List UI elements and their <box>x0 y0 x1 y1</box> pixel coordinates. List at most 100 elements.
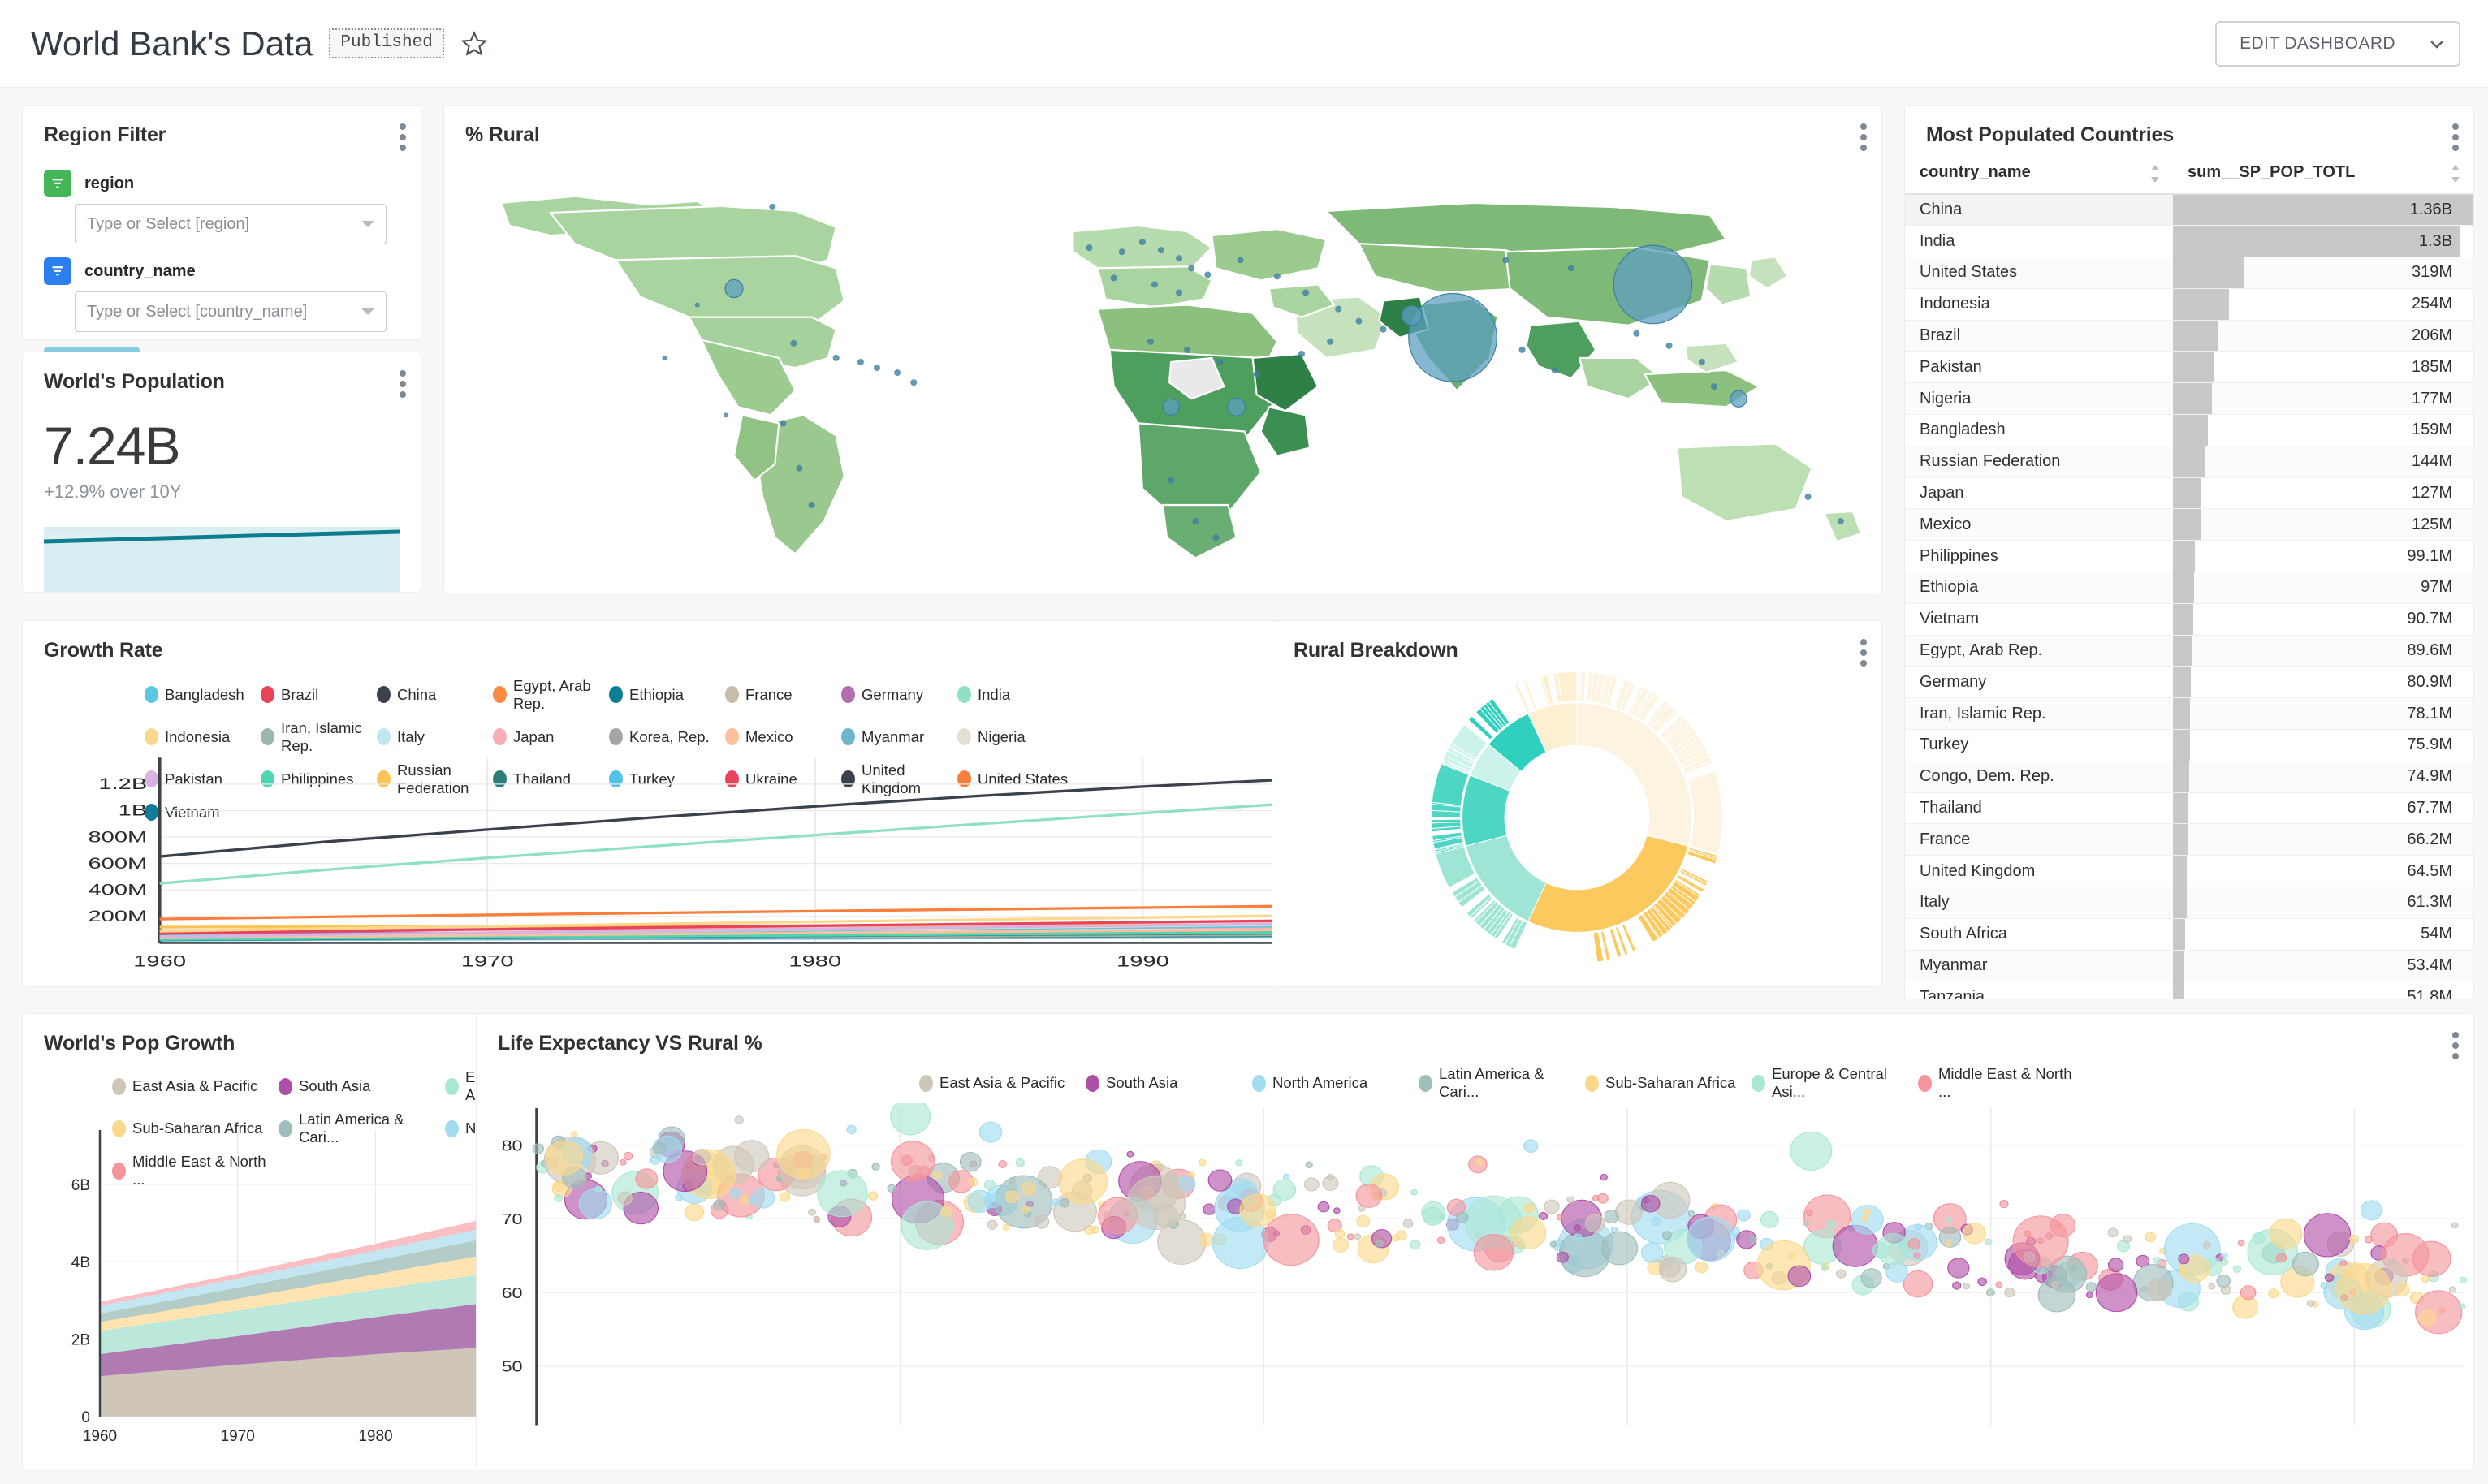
header-left-group: World Bank's Data Published <box>31 24 488 63</box>
card-menu-icon[interactable] <box>2452 123 2459 151</box>
legend-item[interactable]: Vietnam <box>145 804 261 822</box>
legend-item[interactable]: Nigeria <box>957 719 1073 755</box>
cell-population: 80.9M <box>2173 666 2473 699</box>
column-header-country-name[interactable]: country_name <box>1905 155 2173 195</box>
legend-item[interactable]: Middle East & North ... <box>1918 1065 2084 1101</box>
legend-color-swatch <box>493 728 507 746</box>
world-choropleth-map[interactable] <box>452 149 1873 583</box>
table-row[interactable]: Congo, Dem. Rep. 74.9M <box>1905 761 2473 793</box>
legend-item[interactable]: Iran, Islamic Rep. <box>261 719 377 755</box>
legend-label: Ukraine <box>745 770 797 787</box>
table-row[interactable]: Mexico 125M <box>1905 508 2473 541</box>
value-bar <box>2173 698 2191 729</box>
table-row[interactable]: India 1.3B <box>1905 225 2473 258</box>
legend-item[interactable]: East Asia & Pacific <box>919 1065 1086 1101</box>
app-header: World Bank's Data Published EDIT DASHBOA… <box>0 0 2488 88</box>
left-column: Region Filter region Type or Select [reg… <box>23 106 421 608</box>
table-row[interactable]: Iran, Islamic Rep. 78.1M <box>1905 697 2473 731</box>
legend-item[interactable]: Thailand <box>493 761 609 797</box>
legend-item[interactable]: Philippines <box>261 761 377 797</box>
legend-item[interactable]: North America <box>1252 1065 1419 1101</box>
table-row[interactable]: China 1.36B <box>1905 194 2473 226</box>
legend-item[interactable]: Indonesia <box>145 719 261 755</box>
card-menu-icon[interactable] <box>1860 123 1867 151</box>
legend-item[interactable]: Europe & Central Asi... <box>1752 1065 1918 1101</box>
cell-population: 66.2M <box>2173 823 2473 856</box>
legend-item[interactable]: Brazil <box>261 677 377 713</box>
legend-item[interactable]: Mexico <box>725 719 841 755</box>
table-row[interactable]: Philippines 99.1M <box>1905 540 2473 573</box>
population-big-number: 7.24B <box>44 416 180 476</box>
legend-item[interactable]: China <box>377 677 493 713</box>
table-row[interactable]: Brazil 206M <box>1905 320 2473 352</box>
legend-item[interactable]: Latin America & Cari... <box>1419 1065 1585 1101</box>
legend-item[interactable]: South Asia <box>279 1068 445 1104</box>
legend-label: Thailand <box>513 770 571 787</box>
legend-label: Germany <box>862 685 924 703</box>
cell-country-name: Pakistan <box>1905 351 2173 384</box>
legend-item[interactable]: Bangladesh <box>145 677 261 713</box>
card-menu-icon[interactable] <box>400 123 406 151</box>
table-row[interactable]: United States 319M <box>1905 257 2473 289</box>
legend-item[interactable]: Turkey <box>609 761 725 797</box>
legend-item[interactable]: South Asia <box>1086 1065 1252 1101</box>
legend-item[interactable]: Japan <box>493 719 609 755</box>
table-row[interactable]: Italy 61.3M <box>1905 887 2473 919</box>
legend-item[interactable]: East Asia & Pacific <box>112 1068 279 1104</box>
legend-color-swatch <box>725 686 739 704</box>
legend-item[interactable]: Latin America & Cari... <box>279 1111 445 1146</box>
table-row[interactable]: Indonesia 254M <box>1905 288 2473 321</box>
table-row[interactable]: France 66.2M <box>1905 823 2473 856</box>
legend-item[interactable]: Sub-Saharan Africa <box>112 1111 279 1146</box>
legend-item[interactable]: Pakistan <box>145 761 261 797</box>
card-menu-icon[interactable] <box>1860 638 1867 667</box>
country-name-select-input[interactable]: Type or Select [country_name] <box>75 291 387 332</box>
legend-item[interactable]: Germany <box>841 677 957 713</box>
card-menu-icon[interactable] <box>2452 1032 2459 1060</box>
table-row[interactable]: Egypt, Arab Rep. 89.6M <box>1905 635 2473 667</box>
table-row[interactable]: Tanzania 51.8M <box>1905 981 2473 999</box>
cell-population: 125M <box>2173 508 2473 541</box>
table-row[interactable]: Russian Federation 144M <box>1905 446 2473 478</box>
table-row[interactable]: United Kingdom 64.5M <box>1905 855 2473 888</box>
rural-breakdown-donut[interactable] <box>1272 654 1881 981</box>
table-row[interactable]: Germany 80.9M <box>1905 666 2473 699</box>
legend-item[interactable]: Myanmar <box>841 719 957 755</box>
legend-color-swatch <box>1918 1074 1932 1092</box>
card-menu-icon[interactable] <box>400 370 406 398</box>
table-row[interactable]: Pakistan 185M <box>1905 351 2473 384</box>
legend-item[interactable]: United Kingdom <box>841 761 957 797</box>
legend-color-swatch <box>1252 1074 1266 1092</box>
legend-item[interactable]: India <box>957 677 1073 713</box>
table-row[interactable]: Ethiopia 97M <box>1905 572 2473 604</box>
rural-map-title: % Rural <box>465 123 540 146</box>
value-bar <box>2173 667 2191 697</box>
legend-color-swatch <box>493 686 507 704</box>
chevron-down-icon[interactable] <box>2415 20 2460 67</box>
legend-item[interactable]: United States <box>957 761 1073 797</box>
table-row[interactable]: Nigeria 177M <box>1905 382 2473 416</box>
legend-item[interactable]: Egypt, Arab Rep. <box>493 677 609 713</box>
table-row[interactable]: Thailand 67.7M <box>1905 792 2473 825</box>
legend-item[interactable]: Middle East & North ... <box>112 1153 279 1188</box>
life-expectancy-legend: East Asia & Pacific South Asia North Ameri… <box>477 1055 2101 1107</box>
legend-item[interactable]: Russian Federation <box>377 761 493 797</box>
legend-item[interactable]: Ethiopia <box>609 677 725 713</box>
region-select-input[interactable]: Type or Select [region] <box>75 204 387 244</box>
edit-dashboard-button[interactable]: EDIT DASHBOARD <box>2215 20 2420 67</box>
legend-color-swatch <box>957 728 971 746</box>
table-row[interactable]: South Africa 54M <box>1905 918 2473 951</box>
table-row[interactable]: Turkey 75.9M <box>1905 729 2473 761</box>
legend-item[interactable]: Sub-Saharan Africa <box>1585 1065 1752 1101</box>
table-row[interactable]: Myanmar 53.4M <box>1905 950 2473 982</box>
table-row[interactable]: Bangladesh 159M <box>1905 414 2473 446</box>
column-header-sum-pop[interactable]: sum__SP_POP_TOTL <box>2173 155 2473 195</box>
star-icon[interactable] <box>460 30 488 58</box>
table-row[interactable]: Japan 127M <box>1905 477 2473 510</box>
table-row[interactable]: Vietnam 90.7M <box>1905 603 2473 636</box>
legend-item[interactable]: Ukraine <box>725 761 841 797</box>
legend-item[interactable]: Korea, Rep. <box>609 719 725 755</box>
life-expectancy-plot[interactable]: 50 60 70 80 <box>477 1098 2473 1465</box>
legend-item[interactable]: France <box>725 677 841 713</box>
legend-item[interactable]: Italy <box>377 719 493 755</box>
